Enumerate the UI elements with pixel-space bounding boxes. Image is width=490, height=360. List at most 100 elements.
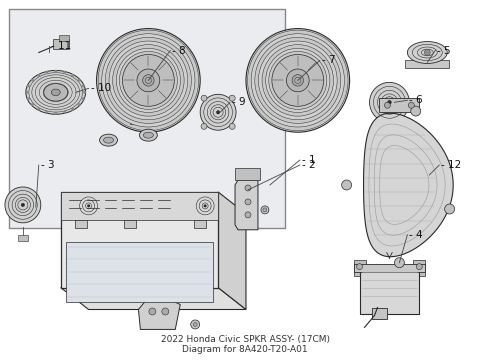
Circle shape bbox=[31, 103, 34, 106]
Text: - 1: - 1 bbox=[302, 155, 316, 165]
Bar bbox=[18, 235, 28, 241]
Circle shape bbox=[83, 91, 86, 94]
Circle shape bbox=[388, 100, 392, 104]
Circle shape bbox=[71, 74, 74, 77]
Text: - 10: - 10 bbox=[91, 84, 111, 93]
Circle shape bbox=[105, 37, 192, 123]
Circle shape bbox=[247, 30, 348, 131]
Circle shape bbox=[204, 204, 207, 207]
Circle shape bbox=[5, 187, 41, 223]
Circle shape bbox=[82, 84, 85, 87]
Circle shape bbox=[137, 69, 160, 92]
Polygon shape bbox=[138, 298, 180, 329]
Bar bbox=[354, 260, 366, 276]
Circle shape bbox=[369, 82, 409, 122]
Circle shape bbox=[266, 48, 330, 113]
Circle shape bbox=[201, 123, 207, 129]
Circle shape bbox=[357, 264, 363, 270]
Bar bbox=[379, 98, 419, 112]
Bar bbox=[405, 60, 449, 68]
Circle shape bbox=[258, 41, 337, 120]
Circle shape bbox=[98, 30, 198, 131]
Circle shape bbox=[408, 102, 415, 108]
Circle shape bbox=[162, 308, 169, 315]
Circle shape bbox=[21, 203, 24, 207]
Polygon shape bbox=[61, 288, 246, 310]
Ellipse shape bbox=[51, 89, 60, 96]
Circle shape bbox=[87, 204, 90, 207]
Circle shape bbox=[229, 123, 235, 129]
Bar bbox=[61, 192, 218, 220]
Circle shape bbox=[416, 264, 422, 270]
Polygon shape bbox=[235, 180, 258, 230]
Circle shape bbox=[272, 54, 324, 106]
Circle shape bbox=[71, 108, 74, 111]
Circle shape bbox=[424, 50, 430, 55]
Circle shape bbox=[263, 208, 267, 212]
Circle shape bbox=[251, 34, 344, 127]
Circle shape bbox=[286, 69, 309, 92]
Circle shape bbox=[255, 37, 341, 123]
Circle shape bbox=[45, 71, 49, 74]
Circle shape bbox=[31, 78, 34, 81]
Circle shape bbox=[97, 28, 200, 132]
Circle shape bbox=[394, 258, 404, 268]
Circle shape bbox=[122, 54, 174, 106]
Bar bbox=[9, 9, 285, 228]
Ellipse shape bbox=[140, 129, 157, 141]
Circle shape bbox=[201, 95, 207, 101]
Text: - 3: - 3 bbox=[41, 160, 54, 170]
Circle shape bbox=[246, 28, 349, 132]
Circle shape bbox=[444, 204, 455, 214]
Circle shape bbox=[191, 320, 200, 329]
Circle shape bbox=[102, 34, 195, 127]
Ellipse shape bbox=[99, 134, 118, 146]
Bar bbox=[66, 242, 213, 302]
Bar bbox=[59, 35, 69, 41]
Bar bbox=[130, 110, 141, 124]
Text: - 11: - 11 bbox=[51, 41, 71, 50]
Polygon shape bbox=[218, 192, 246, 310]
Circle shape bbox=[385, 102, 391, 108]
Circle shape bbox=[63, 111, 66, 114]
Circle shape bbox=[77, 103, 80, 106]
Circle shape bbox=[120, 51, 177, 109]
Circle shape bbox=[245, 212, 251, 218]
Circle shape bbox=[113, 45, 184, 116]
Polygon shape bbox=[364, 113, 453, 257]
Text: - 4: - 4 bbox=[409, 230, 423, 240]
Circle shape bbox=[143, 75, 154, 86]
Circle shape bbox=[261, 206, 269, 214]
Bar bbox=[74, 220, 87, 228]
Bar bbox=[360, 270, 419, 315]
Circle shape bbox=[245, 199, 251, 205]
Circle shape bbox=[200, 94, 236, 130]
Text: - 6: - 6 bbox=[409, 95, 423, 105]
Bar bbox=[128, 102, 143, 108]
Circle shape bbox=[45, 111, 49, 114]
Bar bbox=[124, 220, 136, 228]
Circle shape bbox=[37, 74, 40, 77]
Circle shape bbox=[27, 84, 30, 87]
Circle shape bbox=[54, 112, 57, 115]
Circle shape bbox=[245, 185, 251, 191]
Circle shape bbox=[25, 91, 28, 94]
Circle shape bbox=[77, 78, 80, 81]
Bar bbox=[235, 168, 260, 180]
Text: 2022 Honda Civic SPKR ASSY- (17CM)
Diagram for 8A420-T20-A01: 2022 Honda Civic SPKR ASSY- (17CM) Diagr… bbox=[161, 335, 329, 354]
Bar bbox=[194, 220, 206, 228]
Ellipse shape bbox=[44, 84, 68, 101]
Circle shape bbox=[54, 70, 57, 73]
Text: - 7: - 7 bbox=[322, 55, 335, 66]
Text: - 5: - 5 bbox=[437, 45, 451, 55]
Circle shape bbox=[269, 51, 327, 109]
Ellipse shape bbox=[144, 132, 153, 138]
Bar bbox=[414, 260, 425, 276]
Text: - 8: - 8 bbox=[172, 45, 186, 55]
Circle shape bbox=[342, 180, 352, 190]
Ellipse shape bbox=[407, 41, 447, 63]
Circle shape bbox=[292, 75, 303, 86]
Text: - 2: - 2 bbox=[302, 160, 316, 170]
Text: - 12: - 12 bbox=[441, 160, 462, 170]
Circle shape bbox=[262, 45, 334, 116]
